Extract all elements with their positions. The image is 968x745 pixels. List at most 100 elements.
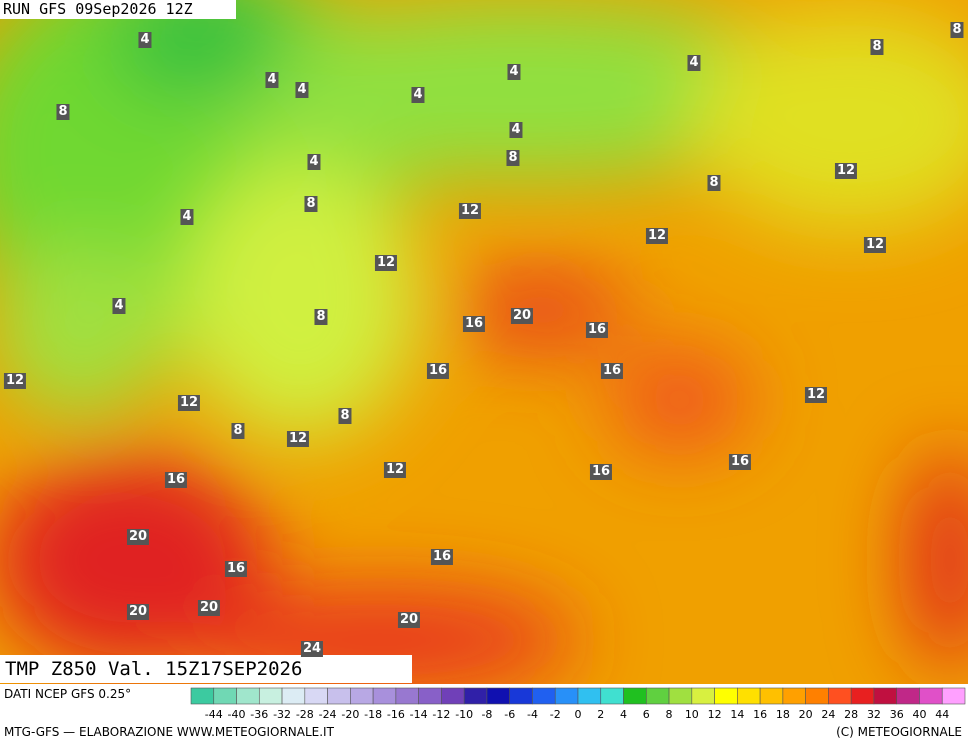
scale-swatch: [486, 687, 511, 705]
footer-left: MTG-GFS — ELABORAZIONE WWW.METEOGIORNALE…: [4, 725, 334, 739]
scale-swatch: [281, 687, 306, 705]
scale-swatch: [805, 687, 829, 705]
scale-swatch: [896, 687, 920, 705]
contour-label: 4: [265, 72, 279, 88]
contour-label: 4: [180, 209, 194, 225]
scale-swatch: [759, 687, 784, 705]
contour-label: 8: [506, 150, 520, 166]
scale-label: 4: [620, 708, 627, 721]
scale-label: 20: [799, 708, 813, 721]
contour-label: 20: [397, 612, 421, 628]
contour-label: 12: [804, 387, 828, 403]
scale-label: 32: [867, 708, 881, 721]
contour-label: 8: [338, 408, 352, 424]
scale-swatch: [304, 687, 328, 705]
contour-label: 4: [687, 55, 701, 71]
contour-label: 4: [307, 154, 321, 170]
scale-label: -6: [504, 708, 515, 721]
map-title: TMP Z850 Val. 15Z17SEP2026: [0, 655, 412, 683]
contour-label: 4: [411, 87, 425, 103]
contour-label: 16: [589, 464, 613, 480]
scale-label: 8: [666, 708, 673, 721]
scale-swatch: [372, 687, 397, 705]
contour-label: 12: [177, 395, 201, 411]
scale-label: -44: [205, 708, 223, 721]
contour-label: 8: [870, 39, 884, 55]
scale-swatch: [395, 687, 419, 705]
contour-label: 12: [458, 203, 482, 219]
scale-swatch: [577, 687, 602, 705]
scale-swatch: [213, 687, 237, 705]
contour-label: 4: [112, 298, 126, 314]
scale-label: 2: [597, 708, 604, 721]
contour-label: 16: [462, 316, 486, 332]
scale-swatch: [714, 687, 738, 705]
scale-label: -18: [364, 708, 382, 721]
scale-swatch: [600, 687, 624, 705]
scale-label: -20: [341, 708, 359, 721]
scale-label: -14: [410, 708, 428, 721]
scale-swatch: [919, 687, 943, 705]
scale-label: 0: [575, 708, 582, 721]
color-scale: -44 -40 -36 -32 -28 -24 -20 -18 -16 -14 -12 -10 -8 -6…: [190, 687, 966, 721]
scale-swatch: [350, 687, 374, 705]
contour-label: 16: [430, 549, 454, 565]
contour-label: 8: [707, 175, 721, 191]
contour-label: 20: [197, 600, 221, 616]
scale-label: -24: [319, 708, 337, 721]
contour-label: 24: [300, 641, 324, 657]
scale-label: 10: [685, 708, 699, 721]
scale-swatch: [850, 687, 875, 705]
contour-label: 16: [224, 561, 248, 577]
contour-label: 8: [231, 423, 245, 439]
contour-label: 8: [314, 309, 328, 325]
scale-swatch: [691, 687, 715, 705]
contour-label: 20: [510, 308, 534, 324]
scale-label: -32: [273, 708, 291, 721]
scale-label: 28: [844, 708, 858, 721]
scale-swatch: [554, 687, 579, 705]
scale-swatch: [509, 687, 533, 705]
scale-swatch: [645, 687, 670, 705]
scale-swatch: [441, 687, 465, 705]
run-header: RUN GFS 09Sep2026 12Z: [0, 0, 236, 19]
scale-label: 24: [821, 708, 835, 721]
contour-label: 8: [56, 104, 70, 120]
scale-label: 16: [753, 708, 767, 721]
scale-swatch: [737, 687, 761, 705]
scale-label: 14: [730, 708, 744, 721]
scale-label: 40: [912, 708, 926, 721]
contour-label: 12: [374, 255, 398, 271]
scale-label: -2: [550, 708, 561, 721]
scale-label: -10: [455, 708, 473, 721]
contour-label: 20: [126, 604, 150, 620]
scale-swatch: [623, 687, 647, 705]
contour-label: 4: [509, 122, 523, 138]
contour-label: 16: [164, 472, 188, 488]
scale-label: -28: [296, 708, 314, 721]
contour-label: 16: [728, 454, 752, 470]
contour-label: 16: [585, 322, 609, 338]
contour-label: 4: [507, 64, 521, 80]
scale-swatch: [327, 687, 351, 705]
scale-swatch: [873, 687, 898, 705]
contour-label: 12: [645, 228, 669, 244]
scale-swatch: [532, 687, 556, 705]
scale-label: -4: [527, 708, 538, 721]
scale-swatch: [418, 687, 442, 705]
scale-swatch: [258, 687, 283, 705]
scale-swatch: [782, 687, 806, 705]
scale-label: 44: [935, 708, 949, 721]
contour-label: 12: [834, 163, 858, 179]
scale-label: -36: [250, 708, 268, 721]
contour-label: 20: [126, 529, 150, 545]
scale-label: -40: [228, 708, 246, 721]
contour-label: 12: [3, 373, 27, 389]
contour-label: 16: [600, 363, 624, 379]
scale-swatch: [941, 687, 966, 705]
map: [0, 0, 968, 684]
contour-label: 4: [138, 32, 152, 48]
data-source: DATI NCEP GFS 0.25°: [4, 687, 132, 701]
contour-label: 12: [383, 462, 407, 478]
